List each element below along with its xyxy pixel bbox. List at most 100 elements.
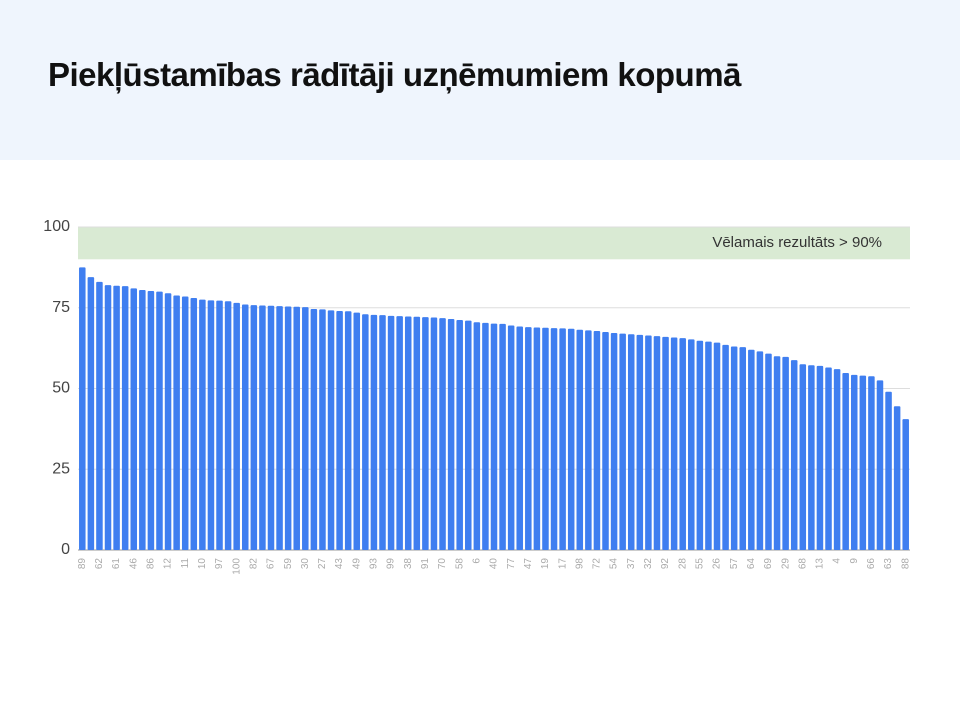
bar bbox=[576, 329, 584, 550]
bar bbox=[585, 330, 592, 550]
bar bbox=[259, 305, 266, 550]
bar bbox=[799, 364, 807, 550]
bar bbox=[885, 391, 892, 550]
bar bbox=[104, 285, 112, 550]
x-tick-label: 86 bbox=[146, 558, 157, 570]
x-tick-label: 37 bbox=[626, 558, 637, 570]
target-label: Vēlamais rezultāts > 90% bbox=[712, 234, 882, 251]
bar bbox=[653, 336, 661, 550]
bar bbox=[199, 299, 206, 550]
bar bbox=[765, 353, 772, 550]
bar bbox=[396, 316, 403, 550]
x-tick-label: 70 bbox=[437, 558, 448, 570]
bar bbox=[130, 288, 138, 550]
bar bbox=[362, 314, 369, 550]
x-tick-label: 26 bbox=[712, 558, 723, 570]
x-tick-label: 4 bbox=[832, 558, 843, 564]
bar bbox=[893, 406, 901, 550]
bar bbox=[456, 320, 463, 550]
bar bbox=[387, 315, 395, 550]
bar bbox=[688, 339, 695, 550]
bar bbox=[722, 344, 729, 550]
x-tick-label: 67 bbox=[266, 558, 277, 570]
bar bbox=[250, 305, 258, 550]
x-tick-label: 97 bbox=[214, 558, 225, 570]
bar bbox=[730, 346, 738, 550]
x-tick-label: 55 bbox=[694, 558, 705, 570]
bar bbox=[482, 322, 489, 550]
bar bbox=[748, 349, 755, 550]
bar bbox=[465, 320, 472, 550]
x-tick-label: 40 bbox=[489, 558, 500, 570]
bar bbox=[782, 356, 789, 550]
bar bbox=[164, 293, 172, 550]
x-tick-label: 28 bbox=[677, 558, 688, 570]
slide-title: Piekļūstamības rādītāji uzņēmumiem kopum… bbox=[48, 56, 741, 93]
bar bbox=[156, 291, 163, 550]
bar bbox=[173, 295, 180, 550]
bar bbox=[550, 328, 558, 550]
bar bbox=[224, 301, 232, 550]
x-tick-label: 12 bbox=[163, 558, 174, 570]
bar bbox=[147, 290, 155, 550]
bar bbox=[850, 374, 858, 550]
bar bbox=[662, 336, 669, 550]
bar bbox=[473, 322, 481, 550]
x-tick-label: 77 bbox=[506, 558, 517, 570]
bar bbox=[302, 307, 309, 550]
x-tick-label: 38 bbox=[403, 558, 414, 570]
bar bbox=[808, 365, 815, 550]
x-tick-label: 32 bbox=[643, 558, 654, 570]
bar bbox=[627, 334, 635, 550]
bar bbox=[233, 302, 240, 550]
bar bbox=[602, 331, 609, 550]
bar bbox=[619, 333, 626, 550]
y-tick-label: 75 bbox=[52, 299, 70, 316]
bar bbox=[121, 286, 129, 550]
bar bbox=[327, 310, 335, 550]
bar bbox=[816, 365, 824, 550]
x-tick-label: 59 bbox=[283, 558, 294, 570]
x-tick-label: 27 bbox=[317, 558, 328, 570]
bar bbox=[833, 369, 841, 550]
x-tick-label: 69 bbox=[763, 558, 774, 570]
x-tick-label: 58 bbox=[454, 558, 465, 570]
bar bbox=[756, 351, 764, 550]
bar bbox=[413, 316, 421, 550]
bar bbox=[276, 306, 283, 550]
bar bbox=[96, 281, 103, 550]
x-tick-label: 13 bbox=[815, 558, 826, 570]
bar bbox=[713, 342, 721, 550]
bar bbox=[207, 300, 215, 550]
bar bbox=[559, 328, 566, 550]
x-tick-label: 47 bbox=[523, 558, 534, 570]
bar bbox=[593, 331, 601, 550]
bar bbox=[344, 311, 352, 550]
bar bbox=[190, 298, 198, 550]
bar bbox=[79, 267, 86, 550]
bar bbox=[670, 337, 678, 550]
bar bbox=[645, 335, 652, 550]
bar bbox=[447, 319, 455, 550]
x-tick-label: 64 bbox=[746, 558, 757, 570]
bar bbox=[790, 360, 798, 550]
bar bbox=[113, 285, 120, 550]
bar bbox=[739, 347, 747, 550]
bar bbox=[842, 372, 849, 550]
x-tick-label: 43 bbox=[334, 558, 345, 570]
bar bbox=[499, 323, 506, 550]
bar bbox=[404, 316, 412, 550]
x-tick-label: 99 bbox=[386, 558, 397, 570]
x-tick-label: 6 bbox=[471, 558, 482, 564]
bar bbox=[267, 305, 275, 550]
header bbox=[0, 0, 960, 160]
x-tick-label: 93 bbox=[369, 558, 380, 570]
bar bbox=[696, 340, 704, 550]
bar bbox=[353, 312, 361, 550]
bar bbox=[241, 304, 249, 550]
bar bbox=[139, 289, 146, 550]
bar bbox=[216, 300, 223, 550]
x-tick-label: 91 bbox=[420, 558, 431, 570]
x-tick-label: 49 bbox=[351, 558, 362, 570]
